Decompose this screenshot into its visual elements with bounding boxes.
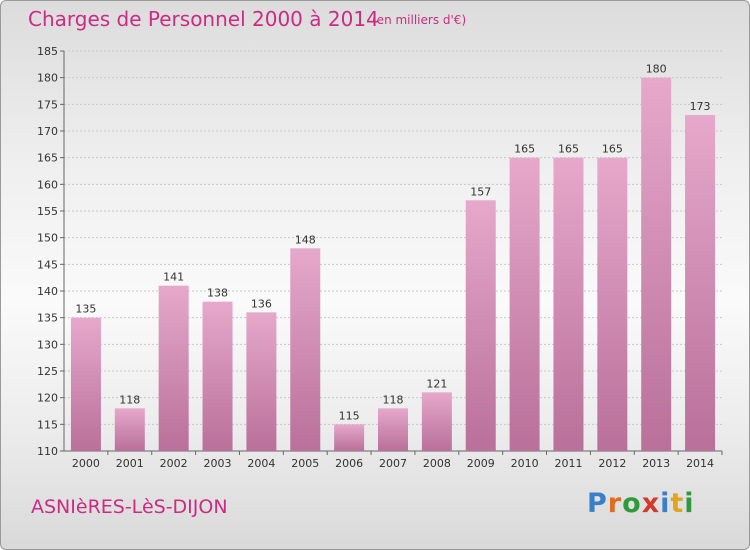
x-tick-label: 2012: [598, 457, 626, 470]
data-label: 121: [426, 377, 447, 390]
data-label: 148: [295, 233, 316, 246]
y-tick-label: 175: [37, 98, 58, 111]
bar-2009: [465, 200, 496, 451]
chart-title: Charges de Personnel 2000 à 2014: [28, 7, 379, 31]
data-label: 138: [207, 287, 228, 300]
proxiti-logo: Proxiti: [587, 488, 695, 519]
bar-2001: [114, 408, 145, 451]
x-tick-label: 2002: [160, 457, 188, 470]
bar-2003: [202, 301, 233, 451]
y-tick-label: 130: [37, 338, 58, 351]
x-tick-label: 2001: [116, 457, 144, 470]
data-label: 180: [646, 63, 667, 76]
y-tick-label: 115: [37, 418, 58, 431]
y-tick-label: 110: [37, 445, 58, 458]
y-tick-label: 140: [37, 285, 58, 298]
data-label: 165: [558, 143, 579, 156]
data-label: 115: [339, 409, 360, 422]
x-tick-label: 2006: [335, 457, 363, 470]
y-tick-label: 145: [37, 258, 58, 271]
bar-2011: [553, 157, 584, 451]
bar-2004: [246, 312, 277, 451]
data-label: 165: [514, 143, 535, 156]
data-label: 141: [163, 271, 184, 284]
y-tick-label: 155: [37, 205, 58, 218]
y-tick-label: 180: [37, 72, 58, 85]
bar-2012: [597, 157, 628, 451]
chart-subtitle: (en milliers d'€): [372, 13, 467, 27]
data-label: 118: [383, 393, 404, 406]
x-tick-label: 2009: [467, 457, 495, 470]
x-tick-label: 2004: [247, 457, 275, 470]
bar-2013: [641, 77, 672, 452]
x-tick-label: 2008: [423, 457, 451, 470]
bar-2002: [158, 285, 189, 451]
y-tick-label: 170: [37, 125, 58, 138]
bar-2010: [509, 157, 540, 451]
y-tick-label: 165: [37, 152, 58, 165]
x-tick-label: 2011: [554, 457, 582, 470]
bar-2008: [421, 392, 452, 451]
bar-2005: [290, 248, 321, 451]
bar-2007: [378, 408, 408, 451]
x-tick-label: 2003: [204, 457, 232, 470]
data-label: 136: [251, 297, 272, 310]
data-label: 135: [75, 303, 96, 316]
bar-2000: [70, 317, 101, 451]
data-label: 173: [690, 100, 711, 113]
data-label: 165: [602, 143, 623, 156]
location-name: ASNIèRES-LèS-DIJON: [31, 496, 228, 518]
x-tick-label: 2014: [686, 457, 714, 470]
x-tick-label: 2010: [511, 457, 539, 470]
data-label: 157: [470, 185, 491, 198]
bar-2014: [685, 115, 716, 451]
bar-2006: [334, 424, 365, 451]
y-tick-label: 185: [37, 45, 58, 58]
y-tick-label: 120: [37, 392, 58, 405]
x-tick-label: 2005: [291, 457, 319, 470]
y-tick-label: 160: [37, 178, 58, 191]
data-label: 118: [119, 393, 140, 406]
y-tick-label: 135: [37, 312, 58, 325]
x-tick-label: 2013: [642, 457, 670, 470]
y-tick-label: 125: [37, 365, 58, 378]
y-tick-label: 150: [37, 232, 58, 245]
x-tick-label: 2007: [379, 457, 407, 470]
x-tick-label: 2000: [72, 457, 100, 470]
